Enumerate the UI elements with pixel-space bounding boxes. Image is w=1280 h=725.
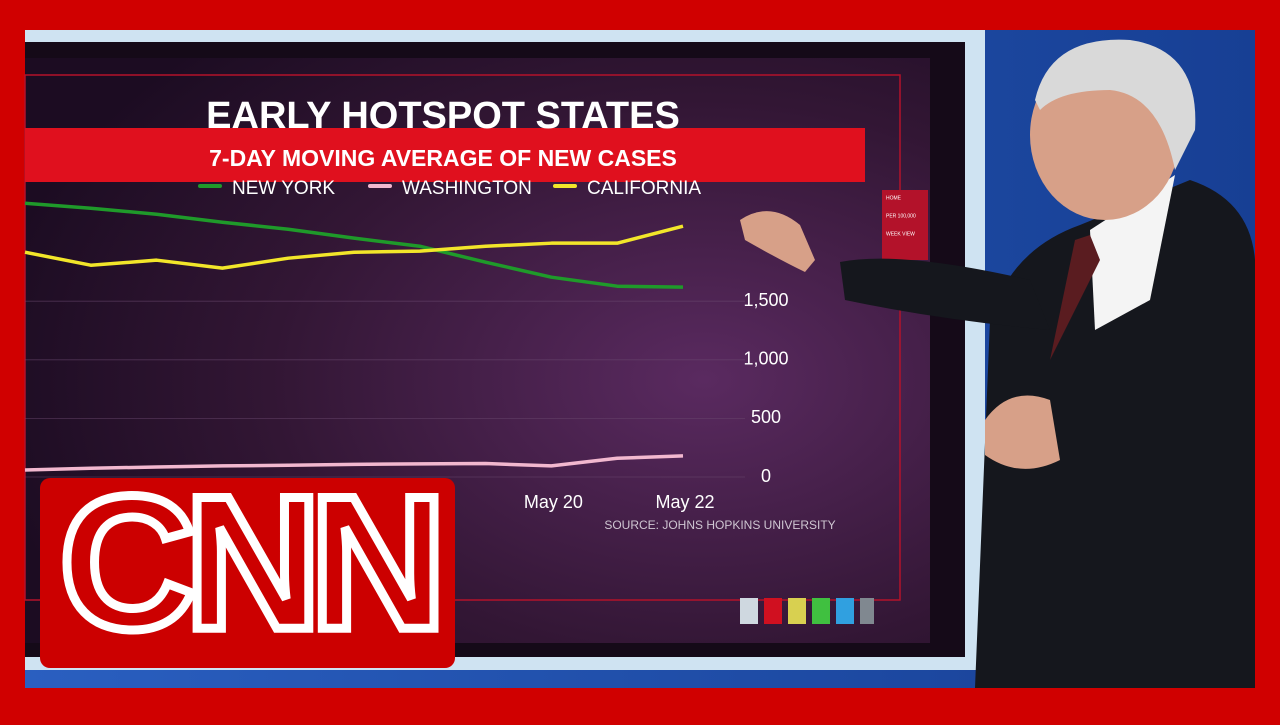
menu-item: PER 100,000 xyxy=(886,213,916,219)
series-line xyxy=(24,454,684,472)
y-tick-label: 1,000 xyxy=(743,349,788,369)
menu-item: HOME xyxy=(886,195,902,201)
screen-panel xyxy=(24,74,901,601)
side-menu-items: HOME PER 100,000 WEEK VIEW xyxy=(886,195,916,237)
series-line xyxy=(24,224,684,270)
logo-mark xyxy=(40,478,455,668)
legend-label: WASHINGTON xyxy=(402,178,532,199)
y-tick-label: 0 xyxy=(761,466,771,486)
side-menu xyxy=(882,190,928,260)
color-swatches xyxy=(740,598,874,624)
chart-subtitle: 7-DAY MOVING AVERAGE OF NEW CASES xyxy=(209,145,677,171)
chart-title: EARLY HOTSPOT STATES xyxy=(206,95,680,137)
subtitle-banner xyxy=(25,128,865,182)
series-line xyxy=(24,201,684,289)
y-tick-label: 500 xyxy=(751,407,781,427)
y-tick-label: 1,500 xyxy=(743,290,788,310)
legend-label: NEW YORK xyxy=(232,178,335,199)
menu-item: WEEK VIEW xyxy=(886,231,915,237)
cnn-logo: CNN xyxy=(59,457,435,669)
x-tick-label: May 20 xyxy=(524,492,583,512)
presenter xyxy=(740,39,1255,688)
x-tick-label: May 22 xyxy=(655,492,714,512)
legend-label: CALIFORNIA xyxy=(587,178,701,199)
source: SOURCE: JOHNS HOPKINS UNIVERSITY xyxy=(604,518,835,532)
